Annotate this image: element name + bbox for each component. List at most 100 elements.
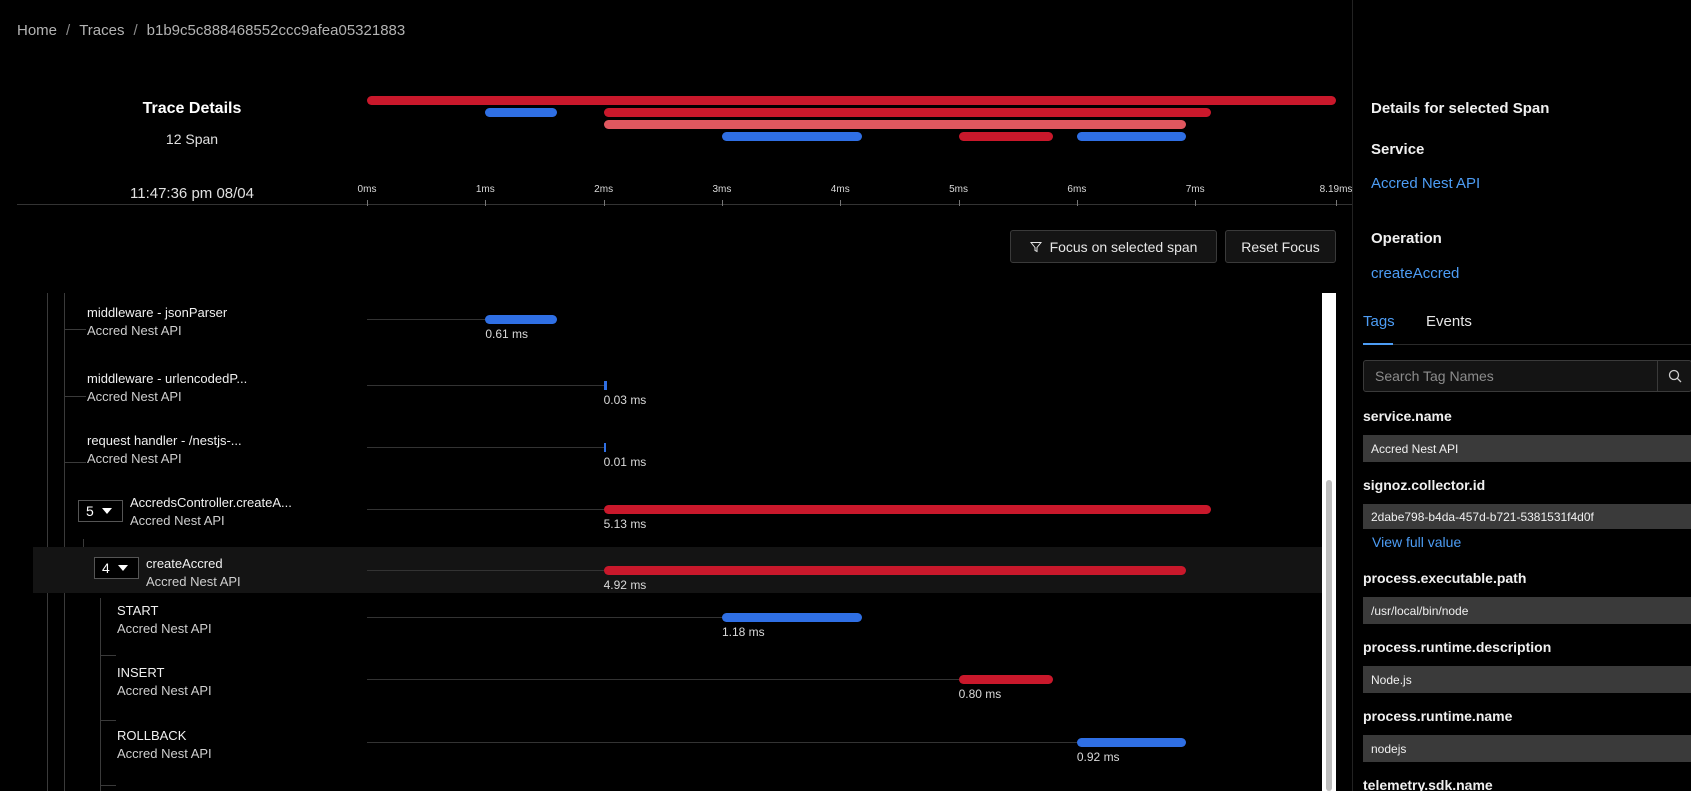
tree-scrollbar-thumb[interactable] (1326, 480, 1332, 791)
tag-value: 2dabe798-b4da-457d-b721-5381531f4d0f (1363, 504, 1691, 529)
span-duration: 0.80 ms (958, 687, 1002, 701)
tag-value: Node.js (1363, 666, 1691, 693)
axis-tick-label: 6ms (1067, 184, 1087, 195)
tree-connector (100, 785, 116, 786)
overview-span-bar[interactable] (367, 96, 1336, 105)
span-service: Accred Nest API (87, 389, 182, 404)
reset-focus-button[interactable]: Reset Focus (1225, 230, 1336, 263)
tag-search-button[interactable] (1657, 361, 1691, 391)
axis-tick-label: 4ms (830, 184, 850, 195)
axis-tick (603, 200, 605, 206)
span-row[interactable]: request handler - /nestjs-... Accred Nest… (33, 431, 1323, 481)
focus-selected-span-button[interactable]: Focus on selected span (1010, 230, 1217, 263)
span-row[interactable]: 4 createAccred Accred Nest API 4.92 ms (33, 547, 1323, 593)
trace-details-title: Trace Details (142, 100, 242, 117)
tab-events[interactable]: Events (1426, 313, 1472, 330)
span-duration: 0.01 ms (603, 455, 647, 469)
reset-focus-label: Reset Focus (1241, 238, 1320, 255)
span-tree: middleware - jsonParser Accred Nest API 0.… (33, 293, 1323, 791)
span-bar[interactable] (603, 505, 1211, 514)
axis-tick (721, 200, 723, 206)
span-name: middleware - jsonParser (87, 305, 228, 320)
overview-span-bar[interactable] (603, 108, 1211, 117)
breadcrumb-separator: / (66, 22, 71, 39)
span-name: ROLLBACK (117, 728, 187, 743)
collapse-toggle[interactable]: 4 (94, 557, 139, 579)
operation-value-link[interactable]: createAccred (1371, 265, 1460, 282)
span-duration: 1.18 ms (721, 625, 765, 639)
caret-down-icon (101, 508, 112, 514)
collapse-toggle[interactable]: 5 (78, 500, 123, 522)
span-track (367, 617, 722, 618)
span-duration: 0.03 ms (603, 393, 647, 407)
overview-span-bar[interactable] (485, 108, 558, 117)
span-bar[interactable] (958, 675, 1054, 684)
tag-value: /usr/local/bin/node (1363, 597, 1691, 624)
span-row[interactable]: middleware - urlencodedP... Accred Nest A… (33, 369, 1323, 419)
tab-tags[interactable]: Tags (1363, 313, 1395, 330)
breadcrumb-trace-id: b1b9c5c888468552ccc9afea05321883 (146, 22, 406, 39)
tag-key: process.runtime.name (1363, 708, 1513, 724)
span-bar[interactable] (603, 443, 606, 452)
span-duration: 5.13 ms (603, 517, 647, 531)
axis-tick (367, 200, 368, 206)
breadcrumb-home[interactable]: Home (17, 22, 58, 39)
details-tabs: Tags Events (1363, 310, 1691, 345)
axis-tick-label: 8.19ms (1319, 184, 1353, 195)
tree-connector (100, 720, 116, 721)
span-bar[interactable] (1076, 738, 1186, 747)
view-full-value-link[interactable]: View full value (1372, 534, 1462, 550)
overview-span-bar[interactable] (721, 132, 862, 141)
trace-overview-minimap[interactable] (367, 96, 1336, 146)
active-tab-indicator (1363, 343, 1393, 345)
span-name: middleware - urlencodedP... (87, 371, 248, 386)
span-bar[interactable] (603, 381, 608, 390)
trace-start-time: 11:47:36 pm 08/04 (130, 185, 254, 202)
span-bar[interactable] (603, 566, 1186, 575)
tree-connector (100, 598, 101, 791)
tree-connector (64, 396, 86, 397)
span-row[interactable]: middleware - jsonParser Accred Nest API 0.… (33, 303, 1323, 353)
overview-span-bar[interactable] (603, 120, 1186, 129)
span-service: Accred Nest API (146, 574, 241, 589)
span-service: Accred Nest API (117, 746, 212, 761)
span-service: Accred Nest API (130, 513, 225, 528)
breadcrumb-traces[interactable]: Traces (79, 22, 125, 39)
span-row[interactable]: START Accred Nest API 1.18 ms (33, 601, 1323, 651)
span-duration: 0.61 ms (485, 327, 528, 341)
axis-divider (17, 204, 1352, 205)
span-row[interactable]: ROLLBACK Accred Nest API 0.92 ms (33, 726, 1323, 776)
axis-tick (1336, 200, 1337, 206)
span-row[interactable]: INSERT Accred Nest API 0.80 ms (33, 663, 1323, 713)
axis-tick (1195, 200, 1197, 206)
span-track (367, 447, 604, 448)
axis-tick-label: 7ms (1185, 184, 1205, 195)
span-details-panel: Details for selected Span Service Accred… (1352, 0, 1691, 791)
tag-value: nodejs (1363, 735, 1691, 762)
caret-down-icon (117, 565, 128, 571)
span-row[interactable]: 5 AccredsController.createA... Accred Nest… (33, 493, 1323, 543)
span-service: Accred Nest API (117, 683, 212, 698)
tag-key: signoz.collector.id (1363, 477, 1486, 493)
service-label: Service (1371, 141, 1425, 158)
span-count: 12 Span (165, 131, 219, 147)
tag-value: Accred Nest API (1363, 435, 1691, 462)
span-duration: 0.92 ms (1076, 750, 1120, 764)
overview-span-bar[interactable] (958, 132, 1054, 141)
span-duration: 4.92 ms (603, 578, 647, 592)
tree-connector (100, 655, 116, 656)
span-bar[interactable] (721, 613, 862, 622)
tag-search-input[interactable] (1364, 361, 1657, 391)
search-icon (1668, 369, 1681, 383)
tag-key: process.runtime.description (1363, 639, 1552, 655)
overview-span-bar[interactable] (1076, 132, 1186, 141)
span-bar[interactable] (485, 315, 558, 324)
span-track (367, 570, 604, 571)
child-count: 5 (86, 503, 94, 519)
filter-icon (1029, 241, 1042, 252)
span-track (367, 319, 486, 320)
span-service: Accred Nest API (87, 451, 182, 466)
tag-key: telemetry.sdk.name (1363, 777, 1493, 791)
axis-tick (485, 200, 487, 206)
service-value-link[interactable]: Accred Nest API (1371, 175, 1481, 192)
